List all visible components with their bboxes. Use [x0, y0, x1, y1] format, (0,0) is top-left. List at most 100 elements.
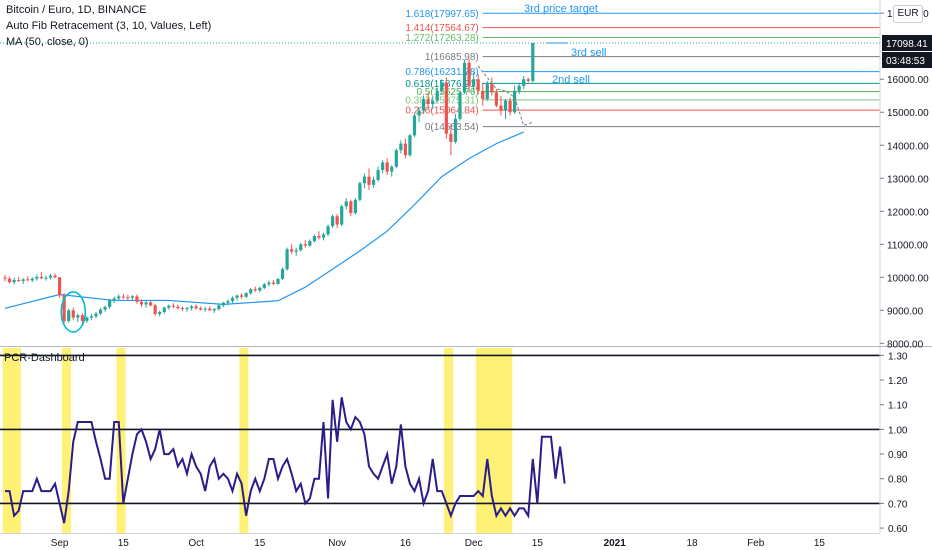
time-tick-label: 15	[118, 538, 130, 549]
time-tick-label: Feb	[747, 538, 765, 549]
candle-body	[153, 305, 157, 314]
candle-body	[412, 115, 417, 136]
candle-body	[285, 249, 289, 270]
candle-body	[344, 201, 348, 207]
candle-body	[394, 150, 398, 167]
candle-body	[244, 293, 248, 297]
symbol-title[interactable]: Bitcoin / Euro, 1D, BINANCE	[6, 4, 147, 16]
candle-body	[253, 289, 257, 291]
candle-body	[308, 241, 312, 246]
candle-body	[494, 92, 498, 106]
user-drawings: 3rd price target 3rd sell 2nd sell	[60, 3, 606, 333]
fib-level-label: 1.618(17997.65)	[405, 9, 478, 20]
fib-level-label: 0.236(15064.84)	[405, 106, 478, 117]
candle-body	[180, 308, 185, 310]
candle-body	[399, 143, 403, 151]
candle-body	[185, 308, 189, 310]
pcr-highlights	[2, 348, 513, 533]
fib-level-label: 1.272(17263.28)	[405, 33, 478, 44]
candle-body	[299, 244, 303, 251]
time-tick-label: Dec	[465, 538, 483, 549]
candle-body	[349, 201, 353, 213]
indicator-label-ma[interactable]: MA (50, close, 0)	[6, 36, 89, 48]
pcr-highlight-band	[444, 348, 454, 533]
pcr-series-line	[5, 397, 566, 524]
candle-body	[290, 249, 294, 252]
candle-body	[522, 79, 526, 86]
pcr-tick-label: 1.30	[888, 351, 908, 362]
pcr-highlight-band	[61, 348, 71, 533]
candle-body	[526, 79, 530, 81]
candle-body	[435, 90, 439, 101]
price-tag-box	[882, 34, 932, 51]
annotation-3rd-sell: 3rd sell	[571, 47, 606, 59]
pcr-highlight-band	[116, 348, 126, 533]
candle-body	[376, 170, 380, 180]
candle-body	[481, 90, 485, 100]
candle-body	[158, 311, 162, 314]
candle-body	[171, 305, 175, 307]
pcr-tick-label: 0.70	[888, 499, 908, 510]
candle-body	[508, 100, 512, 113]
time-tick-label: 18	[686, 538, 698, 549]
candle-body	[217, 305, 221, 310]
price-tick-label: 11000.00	[887, 240, 928, 251]
candle-body	[71, 310, 75, 318]
fib-level-label: 1(16685.98)	[425, 52, 479, 63]
fib-zigzag-line	[477, 65, 533, 127]
candle-body	[422, 99, 426, 111]
candle-body	[135, 296, 139, 302]
candle-body	[262, 284, 266, 288]
candle-body	[176, 306, 180, 309]
candle-body	[385, 162, 389, 172]
candle-body	[490, 84, 494, 93]
candle-body	[467, 62, 471, 86]
time-tick-label: 2021	[604, 538, 627, 549]
candle-body	[371, 179, 376, 185]
indicator-label-fib[interactable]: Auto Fib Retracement (3, 10, Values, Lef…	[6, 20, 212, 32]
fib-level-label: 0.382(15375.31)	[405, 95, 478, 106]
candle-body	[321, 234, 326, 238]
candle-body	[48, 275, 53, 278]
candle-body	[513, 90, 517, 113]
candle-body	[53, 275, 57, 278]
candle-body	[303, 244, 307, 246]
price-tick-label: 9000.00	[887, 306, 924, 317]
time-tick-label: Sep	[51, 538, 69, 549]
candle-body	[449, 133, 453, 142]
candle-body	[67, 310, 71, 321]
candle-body	[103, 307, 107, 310]
candle-body	[39, 276, 43, 279]
candle-body	[440, 82, 444, 91]
pcr-pane-title[interactable]: PCR-Dashboard	[4, 352, 85, 364]
fib-level-label: 0(14563.54)	[425, 122, 479, 133]
candle-body	[167, 305, 171, 308]
candle-body	[240, 295, 244, 297]
price-tick-label: 15000.00	[887, 108, 929, 119]
candle-body	[89, 316, 94, 318]
candle-body	[112, 298, 116, 301]
candle-body	[444, 82, 448, 134]
candle-body	[221, 302, 225, 306]
time-tick-label: 15	[814, 538, 826, 549]
candle-body	[230, 297, 235, 302]
price-tag-value: 17098.41	[886, 39, 928, 50]
candle-body	[503, 100, 508, 111]
time-tick-label: Nov	[328, 538, 346, 549]
candle-body	[367, 176, 371, 185]
candle-body	[462, 62, 467, 93]
candle-body	[362, 176, 367, 184]
candle-body	[403, 143, 407, 156]
candles	[3, 42, 535, 324]
candle-body	[358, 183, 362, 200]
currency-badge[interactable]: EUR	[893, 5, 923, 23]
pcr-tick-label: 1.20	[888, 376, 908, 387]
candle-body	[317, 236, 321, 238]
candle-body	[17, 279, 21, 281]
candle-body	[226, 301, 230, 303]
candle-body	[431, 100, 435, 104]
candle-body	[130, 296, 134, 298]
candle-body	[35, 276, 39, 279]
candle-body	[62, 295, 66, 321]
